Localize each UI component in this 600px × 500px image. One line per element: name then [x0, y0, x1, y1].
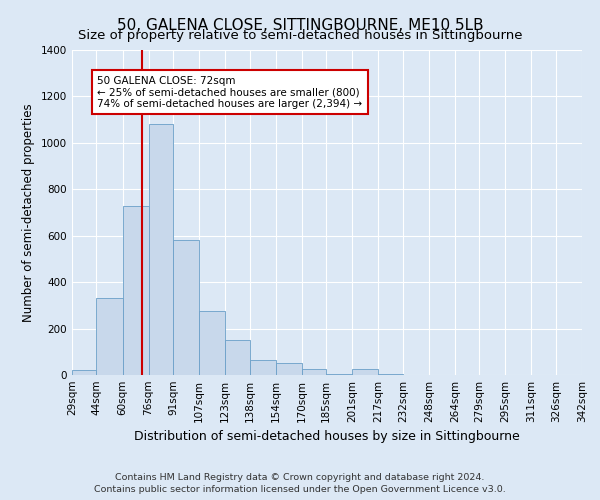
Bar	[326, 374, 352, 375]
Bar	[122, 206, 149, 375]
Text: Size of property relative to semi-detached houses in Sittingbourne: Size of property relative to semi-detach…	[78, 29, 522, 42]
Text: Contains HM Land Registry data © Crown copyright and database right 2024.
Contai: Contains HM Land Registry data © Crown c…	[94, 472, 506, 494]
Text: 50, GALENA CLOSE, SITTINGBOURNE, ME10 5LB: 50, GALENA CLOSE, SITTINGBOURNE, ME10 5L…	[116, 18, 484, 32]
Y-axis label: Number of semi-detached properties: Number of semi-detached properties	[22, 103, 35, 322]
Text: 50 GALENA CLOSE: 72sqm
← 25% of semi-detached houses are smaller (800)
74% of se: 50 GALENA CLOSE: 72sqm ← 25% of semi-det…	[97, 76, 362, 108]
Bar	[225, 340, 250, 375]
Bar	[149, 124, 173, 375]
Bar	[302, 369, 326, 375]
Bar	[72, 370, 97, 375]
Bar	[199, 311, 225, 375]
Bar	[379, 374, 403, 375]
Bar	[173, 240, 199, 375]
Bar	[275, 364, 302, 375]
Bar	[352, 369, 379, 375]
Bar	[97, 298, 122, 375]
Bar	[250, 360, 275, 375]
X-axis label: Distribution of semi-detached houses by size in Sittingbourne: Distribution of semi-detached houses by …	[134, 430, 520, 444]
